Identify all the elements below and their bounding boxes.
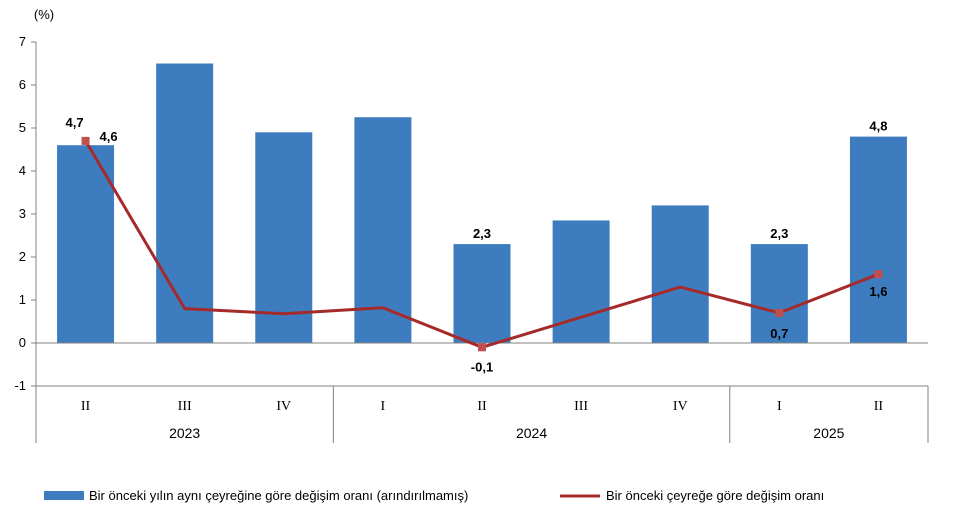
x-tick-label: IV bbox=[276, 399, 291, 414]
data-labels: 4,6 2,3 2,3 4,8 4,7 -0,1 0,7 1,6 bbox=[66, 115, 888, 374]
line-data-label: -0,1 bbox=[471, 359, 493, 374]
x-tick-label: III bbox=[574, 399, 588, 414]
bar-data-label: 4,8 bbox=[869, 119, 887, 134]
y-tick-label: 4 bbox=[19, 163, 26, 178]
legend-label-bar: Bir önceki yılın aynı çeyreğine göre değ… bbox=[89, 488, 468, 503]
y-tick-label: 6 bbox=[19, 77, 26, 92]
line-marker bbox=[81, 136, 90, 145]
bar bbox=[57, 145, 115, 343]
bar bbox=[453, 244, 511, 343]
y-axis-label: (%) bbox=[34, 7, 54, 22]
x-tick-label: I bbox=[777, 399, 782, 414]
legend: Bir önceki yılın aynı çeyreğine göre değ… bbox=[44, 488, 824, 503]
x-group-label: 2023 bbox=[169, 425, 200, 441]
y-tick-label: 3 bbox=[19, 206, 26, 221]
bar bbox=[849, 136, 907, 343]
x-tick-label: I bbox=[381, 399, 386, 414]
y-tick-label: 1 bbox=[19, 292, 26, 307]
bar bbox=[651, 205, 709, 343]
bar-data-label: 2,3 bbox=[473, 226, 491, 241]
y-tick-label: 2 bbox=[19, 249, 26, 264]
bar-series bbox=[57, 63, 907, 343]
x-tick-label: II bbox=[81, 399, 91, 414]
y-tick-label: 0 bbox=[19, 335, 26, 350]
legend-swatch-bar bbox=[44, 491, 84, 500]
legend-label-line: Bir önceki çeyreğe göre değişim oranı bbox=[606, 488, 824, 503]
line-data-label: 1,6 bbox=[869, 284, 887, 299]
bar bbox=[156, 63, 214, 343]
bar bbox=[354, 117, 412, 343]
x-tick-label: II bbox=[477, 399, 487, 414]
x-group-label: 2024 bbox=[516, 425, 547, 441]
x-tick-label: IV bbox=[673, 399, 688, 414]
x-tick-label: III bbox=[178, 399, 192, 414]
line-data-label: 0,7 bbox=[770, 326, 788, 341]
line-marker bbox=[874, 270, 883, 279]
line-data-label: 4,7 bbox=[66, 115, 84, 130]
y-tick-label: 7 bbox=[19, 34, 26, 49]
x-group-label: 2025 bbox=[813, 425, 844, 441]
y-tick-label: 5 bbox=[19, 120, 26, 135]
bar-data-label: 4,6 bbox=[100, 129, 118, 144]
bar-data-label: 2,3 bbox=[770, 226, 788, 241]
bar bbox=[255, 132, 313, 343]
line-marker bbox=[775, 308, 784, 317]
bar bbox=[750, 244, 808, 343]
x-tick-label: II bbox=[874, 399, 884, 414]
y-tick-label: -1 bbox=[14, 378, 26, 393]
line-marker bbox=[478, 343, 486, 352]
line-series bbox=[81, 136, 883, 352]
